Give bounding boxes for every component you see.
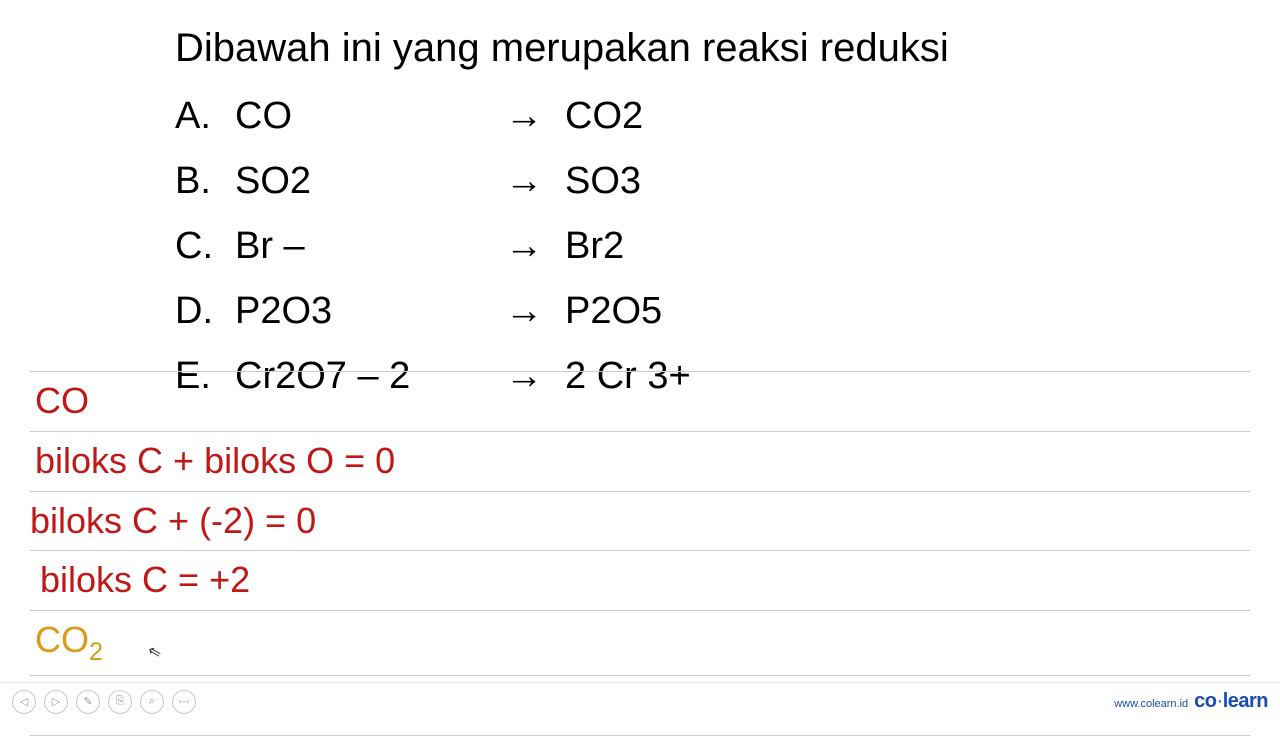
option-product: Br2 xyxy=(565,214,691,279)
footer-brand: www.colearn.id co·learn xyxy=(1114,690,1268,713)
prev-icon[interactable]: ◁ xyxy=(12,690,36,714)
footer-url: www.colearn.id xyxy=(1114,698,1188,710)
worked-line: CO xyxy=(30,371,1250,431)
next-icon[interactable]: ▷ xyxy=(44,690,68,714)
question-title: Dibawah ini yang merupakan reaksi reduks… xyxy=(175,18,1280,78)
arrow-icon: → xyxy=(505,214,565,279)
co2-prefix: CO xyxy=(35,619,89,660)
brand-part-a: co xyxy=(1194,690,1216,712)
arrow-icon: → xyxy=(505,149,565,214)
more-icon[interactable]: ⋯ xyxy=(172,690,196,714)
pen-icon[interactable]: ✎ xyxy=(76,690,100,714)
question-area: Dibawah ini yang merupakan reaksi reduks… xyxy=(0,0,1280,409)
co2-subscript: 2 xyxy=(89,638,103,666)
options-list: A.CO→CO2B.SO2→ SO3C.Br –→Br2D. P2O3→ P2O… xyxy=(175,84,691,409)
option-row: B.SO2→ SO3 xyxy=(175,149,691,214)
option-product: SO3 xyxy=(565,149,691,214)
option-reactant: CO xyxy=(235,84,505,149)
option-letter: D. xyxy=(175,279,235,344)
option-reactant: P2O3 xyxy=(235,279,505,344)
option-reactant: Br – xyxy=(235,214,505,279)
option-product: P2O5 xyxy=(565,279,691,344)
option-row: A.CO→CO2 xyxy=(175,84,691,149)
worked-line: biloks C + biloks O = 0 xyxy=(30,431,1250,491)
option-row: C.Br –→Br2 xyxy=(175,214,691,279)
worked-line: biloks C + (-2) = 0 xyxy=(30,491,1250,551)
arrow-icon: → xyxy=(505,84,565,149)
brand-logo: co·learn xyxy=(1194,690,1268,713)
option-reactant: SO2 xyxy=(235,149,505,214)
option-row: D. P2O3→ P2O5 xyxy=(175,279,691,344)
copy-icon[interactable]: ⎘ xyxy=(108,690,132,714)
option-letter: A. xyxy=(175,84,235,149)
brand-part-b: learn xyxy=(1223,690,1268,712)
arrow-icon: → xyxy=(505,279,565,344)
worked-line: biloks C = +2 xyxy=(30,550,1250,610)
zoom-icon[interactable]: ⌕ xyxy=(140,690,164,714)
option-product: CO2 xyxy=(565,84,691,149)
footer-toolbar: ◁ ▷ ✎ ⎘ ⌕ ⋯ www.colearn.id co·learn xyxy=(0,682,1280,720)
option-letter: C. xyxy=(175,214,235,279)
footer-controls: ◁ ▷ ✎ ⎘ ⌕ ⋯ xyxy=(12,690,196,714)
worked-line-co2: CO2 xyxy=(30,610,1250,675)
option-letter: B. xyxy=(175,149,235,214)
